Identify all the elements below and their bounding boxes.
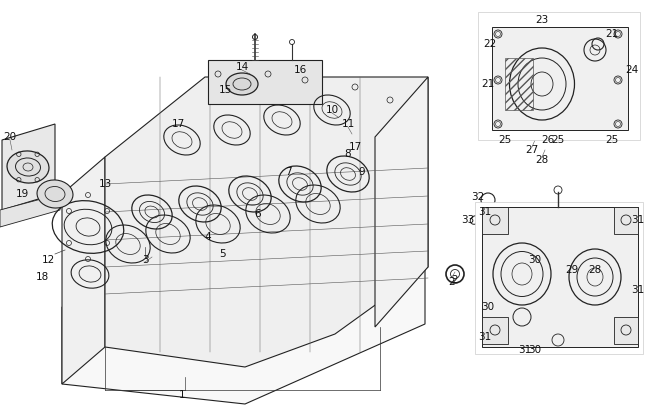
Polygon shape [208, 60, 322, 104]
Text: 17: 17 [348, 142, 361, 152]
Text: 22: 22 [484, 39, 497, 49]
Polygon shape [482, 207, 508, 234]
Text: 30: 30 [528, 345, 541, 355]
Polygon shape [375, 77, 428, 327]
Text: 24: 24 [625, 65, 638, 75]
Text: 27: 27 [525, 145, 539, 155]
Text: 33: 33 [462, 215, 474, 225]
Text: 26: 26 [541, 135, 554, 145]
Polygon shape [105, 77, 428, 367]
Text: 8: 8 [344, 149, 351, 159]
Ellipse shape [7, 151, 49, 183]
Text: 20: 20 [3, 132, 16, 142]
Bar [475, 202, 643, 354]
Text: 29: 29 [566, 265, 578, 275]
Polygon shape [0, 194, 60, 227]
Text: 31: 31 [631, 215, 645, 225]
Bar [478, 12, 640, 140]
Text: 18: 18 [35, 272, 49, 282]
Text: 16: 16 [293, 65, 307, 75]
Text: 19: 19 [16, 189, 29, 199]
Text: 9: 9 [359, 167, 365, 177]
Text: 15: 15 [218, 85, 231, 95]
Text: 2: 2 [448, 277, 455, 287]
Polygon shape [614, 207, 638, 234]
Polygon shape [482, 317, 508, 344]
Polygon shape [2, 124, 55, 210]
Text: 31: 31 [478, 332, 491, 342]
Text: 10: 10 [326, 105, 339, 115]
Text: 1: 1 [179, 390, 185, 400]
Text: 23: 23 [536, 15, 549, 25]
Text: 4: 4 [205, 232, 211, 242]
Text: 14: 14 [235, 62, 248, 72]
Text: 5: 5 [218, 249, 226, 259]
Text: 31: 31 [478, 207, 491, 217]
Text: 2: 2 [452, 275, 458, 285]
Polygon shape [62, 157, 105, 384]
Text: 25: 25 [499, 135, 512, 145]
Text: 32: 32 [471, 192, 485, 202]
Text: 17: 17 [172, 119, 185, 129]
Text: 30: 30 [528, 255, 541, 265]
Text: 31: 31 [631, 285, 645, 295]
Text: 6: 6 [255, 209, 261, 219]
Text: 13: 13 [98, 179, 112, 189]
Polygon shape [62, 247, 425, 404]
Polygon shape [492, 27, 628, 130]
Text: 30: 30 [482, 302, 495, 312]
Text: 28: 28 [588, 265, 602, 275]
Text: 3: 3 [142, 255, 148, 265]
Text: 28: 28 [536, 155, 549, 165]
Ellipse shape [37, 180, 73, 208]
Bar [505, 58, 533, 110]
Text: 25: 25 [551, 135, 565, 145]
Text: 21: 21 [482, 79, 495, 89]
Polygon shape [614, 317, 638, 344]
Ellipse shape [226, 73, 258, 95]
Text: 21: 21 [605, 29, 619, 39]
Polygon shape [482, 207, 638, 347]
Text: 31: 31 [519, 345, 532, 355]
Text: 25: 25 [605, 135, 619, 145]
Text: 7: 7 [285, 167, 291, 177]
Text: 12: 12 [42, 255, 55, 265]
Text: 11: 11 [341, 119, 355, 129]
